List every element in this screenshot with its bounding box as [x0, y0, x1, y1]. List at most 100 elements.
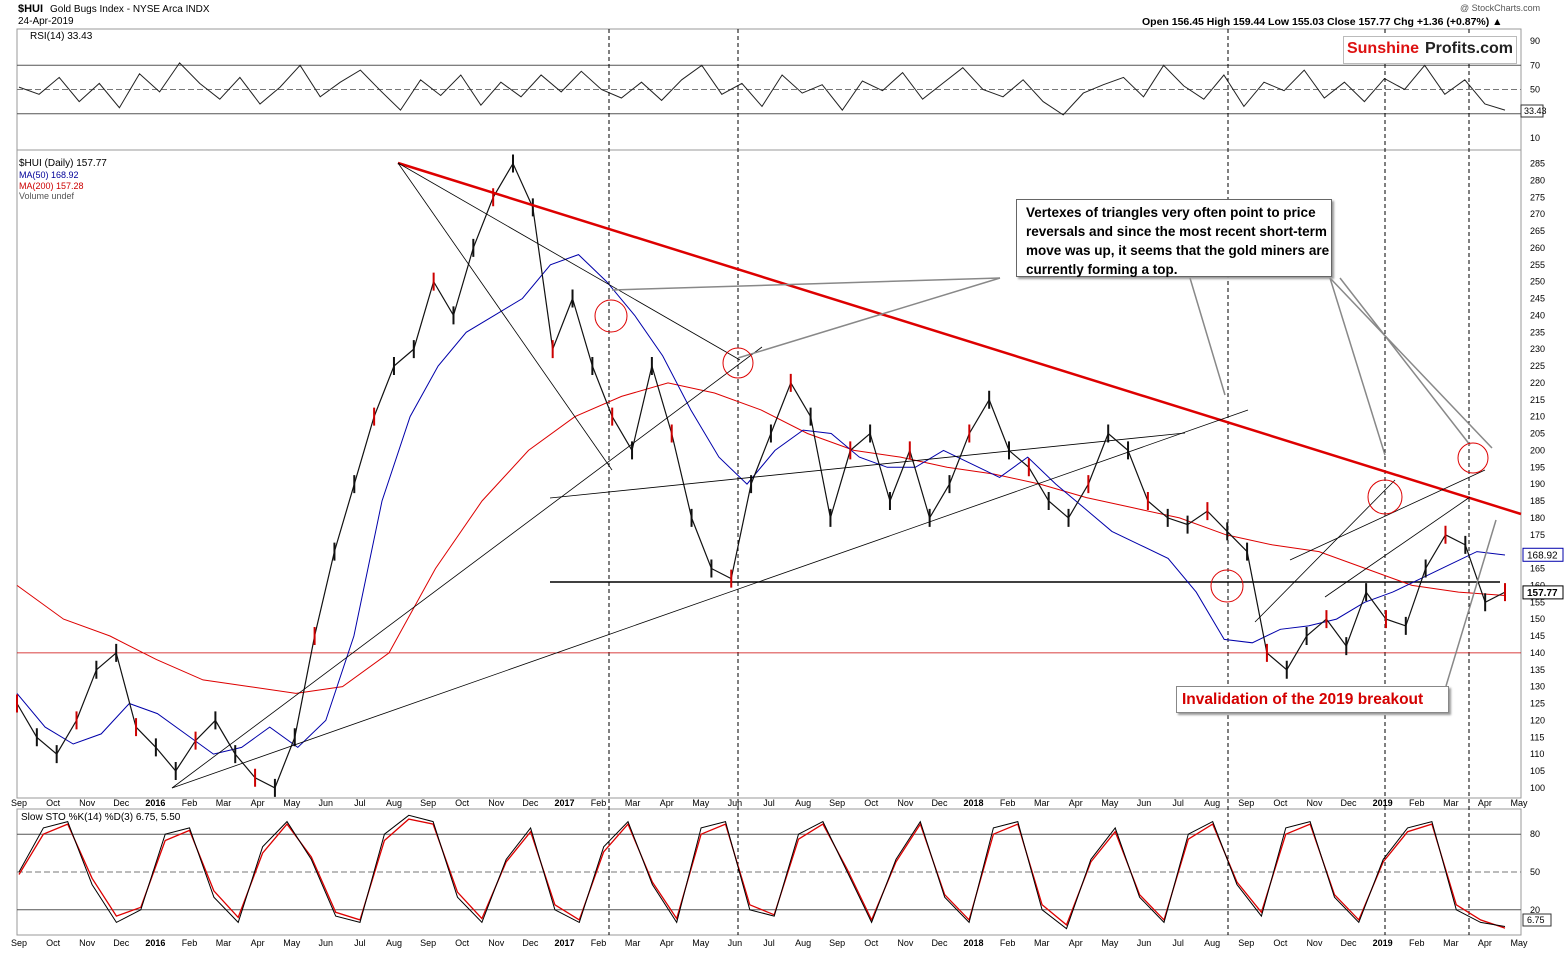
invalidation-pointer [1445, 519, 1497, 687]
x-main-tick-15: Dec [522, 798, 539, 808]
x-sto-tick-2: Nov [79, 938, 96, 948]
x-sto-tick-6: Mar [216, 938, 232, 948]
symbol-label: $HUI [18, 3, 43, 15]
annotation-pointer-0 [611, 277, 1001, 291]
x-main-tick-36: Sep [1238, 798, 1254, 808]
price-ytick-16: 180 [1530, 513, 1545, 523]
x-sto-tick-26: Nov [897, 938, 914, 948]
price-ytick-12: 160 [1530, 580, 1545, 590]
x-sto-tick-29: Feb [1000, 938, 1016, 948]
price-ytick-30: 250 [1530, 277, 1545, 287]
sunshine-profits-logo: Sunshine Profits.com [1343, 36, 1517, 64]
x-main-tick-37: Oct [1273, 798, 1288, 808]
ohlc-label: Open 156.45 High 159.44 Low 155.03 Close… [1142, 16, 1503, 28]
x-sto-tick-32: May [1101, 938, 1119, 948]
reversal-circle-4 [1457, 442, 1489, 474]
price-ytick-26: 230 [1530, 344, 1545, 354]
rsi-line [18, 62, 1506, 116]
price-ytick-24: 220 [1530, 378, 1545, 388]
x-main-tick-1: Oct [46, 798, 61, 808]
x-main-tick-8: May [283, 798, 301, 808]
legend-ma50: MA(50) 168.92 [19, 170, 79, 180]
x-sto-tick-24: Sep [829, 938, 845, 948]
x-sto-tick-43: Apr [1478, 938, 1492, 948]
x-main-tick-42: Mar [1443, 798, 1459, 808]
legend-volume: Volume undef [19, 191, 75, 201]
x-main-tick-14: Nov [488, 798, 505, 808]
x-sto-tick-39: Dec [1341, 938, 1358, 948]
x-sto-tick-15: Dec [522, 938, 539, 948]
x-main-tick-13: Oct [455, 798, 470, 808]
x-main-tick-38: Nov [1306, 798, 1323, 808]
price-ytick-36: 280 [1530, 175, 1545, 185]
x-main-tick-31: Apr [1069, 798, 1083, 808]
x-sto-tick-40: 2019 [1373, 938, 1393, 948]
x-sto-tick-35: Aug [1204, 938, 1220, 948]
x-main-tick-18: Mar [625, 798, 641, 808]
x-main-tick-25: Oct [864, 798, 879, 808]
x-main-tick-39: Dec [1341, 798, 1358, 808]
rising-support-line-1 [171, 346, 763, 789]
x-main-tick-24: Sep [829, 798, 845, 808]
x-sto-tick-11: Aug [386, 938, 402, 948]
annotation-pointer-2 [1189, 277, 1226, 396]
legend-main: $HUI (Daily) 157.77 [19, 158, 107, 169]
x-sto-tick-8: May [283, 938, 301, 948]
x-main-tick-28: 2018 [964, 798, 984, 808]
price-ytick-22: 210 [1530, 412, 1545, 422]
price-ytick-15: 175 [1530, 530, 1545, 540]
price-ytick-19: 195 [1530, 462, 1545, 472]
sto-ytick-2: 80 [1530, 829, 1540, 839]
channel-line-3 [1289, 469, 1486, 561]
rsi-current-label: 33.43 [1524, 106, 1547, 116]
price-ytick-1: 105 [1530, 766, 1545, 776]
x-main-tick-26: Nov [897, 798, 914, 808]
sto-title: Slow STO %K(14) %D(3) 6.75, 5.50 [21, 812, 181, 823]
reversal-circle-0 [594, 299, 628, 333]
x-sto-tick-28: 2018 [964, 938, 984, 948]
price-ytick-4: 120 [1530, 715, 1545, 725]
x-main-tick-3: Dec [113, 798, 130, 808]
x-sto-tick-4: 2016 [145, 938, 165, 948]
price-ytick-17: 185 [1530, 496, 1545, 506]
x-main-tick-40: 2019 [1373, 798, 1393, 808]
reversal-circle-1 [722, 347, 754, 379]
annotation-pointer-1 [737, 277, 1001, 359]
x-sto-tick-23: Aug [795, 938, 811, 948]
x-sto-tick-13: Oct [455, 938, 470, 948]
x-main-tick-35: Aug [1204, 798, 1220, 808]
x-main-tick-21: Jun [728, 798, 743, 808]
x-main-tick-20: May [692, 798, 710, 808]
x-main-tick-17: Feb [591, 798, 607, 808]
x-sto-tick-36: Sep [1238, 938, 1254, 948]
x-sto-tick-34: Jul [1172, 938, 1184, 948]
x-main-tick-11: Aug [386, 798, 402, 808]
x-sto-tick-14: Nov [488, 938, 505, 948]
price-ytick-5: 125 [1530, 699, 1545, 709]
x-main-tick-4: 2016 [145, 798, 165, 808]
x-sto-tick-27: Dec [931, 938, 948, 948]
price-ytick-31: 255 [1530, 260, 1545, 270]
legend-ma200: MA(200) 157.28 [19, 181, 84, 191]
x-main-tick-34: Jul [1172, 798, 1184, 808]
rsi-ytick-4: 90 [1530, 36, 1540, 46]
x-main-tick-16: 2017 [554, 798, 574, 808]
price-ytick-20: 200 [1530, 445, 1545, 455]
rsi-ytick-3: 70 [1530, 60, 1540, 70]
triangle-vertex-annotation: Vertexes of triangles very often point t… [1016, 199, 1332, 277]
rsi-title: RSI(14) 33.43 [30, 31, 93, 42]
date-label: 24-Apr-2019 [18, 16, 74, 27]
x-main-tick-7: Apr [251, 798, 265, 808]
ma50-current-label: 168.92 [1527, 550, 1558, 561]
x-sto-tick-12: Sep [420, 938, 436, 948]
price-ytick-34: 270 [1530, 209, 1545, 219]
ma50-line [16, 254, 1506, 755]
x-sto-tick-41: Feb [1409, 938, 1425, 948]
price-ytick-6: 130 [1530, 682, 1545, 692]
x-sto-tick-44: May [1510, 938, 1528, 948]
triangle-base-line [549, 432, 1186, 499]
x-sto-tick-16: 2017 [554, 938, 574, 948]
x-sto-tick-30: Mar [1034, 938, 1050, 948]
price-ytick-2: 110 [1530, 749, 1544, 759]
